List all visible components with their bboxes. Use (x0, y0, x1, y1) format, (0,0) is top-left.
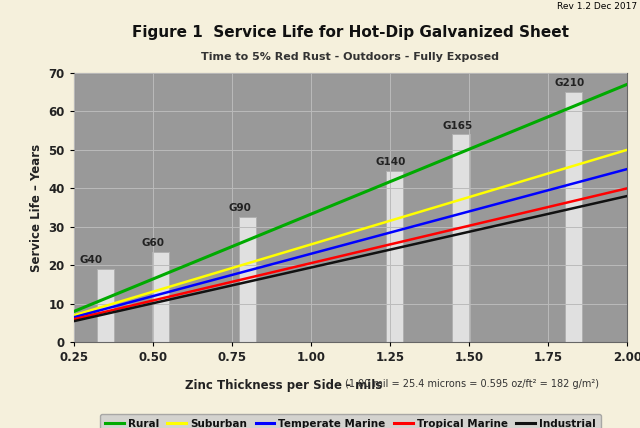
Text: Rev 1.2 Dec 2017: Rev 1.2 Dec 2017 (557, 2, 637, 11)
Text: G140: G140 (376, 157, 406, 167)
Text: G90: G90 (228, 203, 252, 214)
Bar (239, 217, 256, 342)
Text: (1.00 mil = 25.4 microns = 0.595 oz/ft² = 182 g/m²): (1.00 mil = 25.4 microns = 0.595 oz/ft² … (345, 379, 599, 389)
Bar (97, 269, 114, 342)
Text: Time to 5% Red Rust - Outdoors - Fully Exposed: Time to 5% Red Rust - Outdoors - Fully E… (202, 52, 499, 62)
Text: G60: G60 (141, 238, 164, 248)
Bar (452, 134, 470, 342)
Bar (564, 92, 582, 342)
Bar (386, 171, 403, 342)
Text: G210: G210 (554, 78, 585, 88)
Legend: Rural, Suburban, Temperate Marine, Tropical Marine, Industrial: Rural, Suburban, Temperate Marine, Tropi… (100, 414, 601, 428)
Text: G165: G165 (442, 121, 472, 131)
Y-axis label: Service Life – Years: Service Life – Years (29, 143, 43, 272)
Text: G40: G40 (80, 256, 103, 265)
Text: Zinc Thickness per Side - mils: Zinc Thickness per Side - mils (186, 379, 383, 392)
Bar (152, 252, 170, 342)
Text: Figure 1  Service Life for Hot-Dip Galvanized Sheet: Figure 1 Service Life for Hot-Dip Galvan… (132, 25, 569, 40)
